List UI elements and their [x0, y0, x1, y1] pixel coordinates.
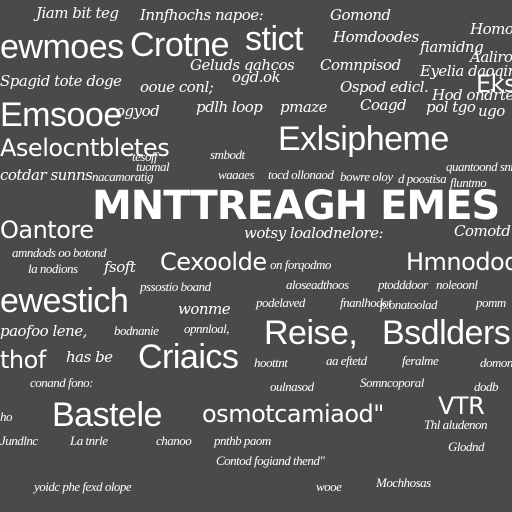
collage-word: Aaliroq [470, 48, 512, 66]
collage-word: Thl aludenon [424, 417, 487, 432]
collage-word: Bastele [52, 396, 162, 434]
collage-word: ptodddoor [378, 277, 428, 292]
collage-word: noleoonl [436, 277, 478, 292]
collage-word: osmotcamiaod" [202, 400, 384, 428]
collage-word: Homor [470, 20, 512, 38]
collage-word: on forqodmo [270, 257, 331, 272]
collage-word: ooue conl; [140, 78, 214, 96]
collage-word: Mochhosas [376, 475, 431, 490]
collage-word: Jundlnc [0, 433, 38, 448]
collage-word: ugo [478, 102, 505, 120]
collage-word: Oantore [0, 216, 94, 244]
collage-word: chanoo [156, 433, 192, 448]
collage-word: Ospod edicl. [340, 78, 429, 96]
collage-word: cotdar sunns [0, 166, 93, 184]
collage-word: has be [66, 348, 113, 366]
collage-word: Comnpisod [320, 56, 401, 74]
collage-word: opnnloal, [184, 321, 229, 336]
collage-word: ewestich [0, 282, 129, 320]
collage-word: bowre oloy [340, 169, 393, 184]
collage-headline: MNTTREAGH EMES [92, 183, 500, 229]
collage-word: La tnrle [70, 433, 108, 448]
collage-word: pmaze [280, 98, 328, 116]
collage-word: Ekss [476, 70, 512, 98]
collage-word: Glodnd [448, 439, 485, 454]
collage-word: oulnasod [270, 379, 314, 394]
collage-word: Criaics [138, 338, 239, 376]
collage-word: fiamidng [420, 38, 484, 56]
collage-word: stict [245, 20, 303, 58]
collage-word: Crotne [130, 26, 230, 64]
collage-word: paofoo lene, [0, 322, 87, 340]
collage-word: Geluds qahcos [190, 56, 295, 74]
collage-word: wonme [178, 300, 231, 318]
collage-word: amndods oo botond [12, 245, 107, 260]
collage-word: nacamoratig [92, 169, 153, 184]
collage-word: d poostisa [398, 171, 447, 186]
collage-word: ewmoes [0, 28, 124, 66]
collage-word: fsoft [104, 258, 136, 276]
collage-word: Hmnodod [406, 248, 512, 276]
collage-word: Jiam bit teg [36, 4, 119, 22]
collage-word: Comotd [454, 222, 511, 240]
collage-word: Reise, [264, 314, 358, 352]
collage-word: tuomal [136, 159, 170, 174]
collage-word: Innfhochs napoe: [140, 6, 264, 24]
collage-word: aa eftetd [326, 353, 367, 368]
collage-word: Exlsipheme [278, 120, 449, 158]
collage-word: fluntmo [450, 175, 487, 190]
collage-word: domonnsod, [480, 355, 512, 370]
collage-word: Emsooe [0, 96, 122, 134]
collage-word: Gomond [330, 6, 391, 24]
collage-word: p.onatoolad [380, 297, 437, 312]
collage-word: quantoond snnbe [446, 159, 512, 174]
collage-word: fnanlhodot [340, 295, 392, 310]
collage-word: hoottnt [254, 355, 288, 370]
collage-word: aloseadthoos [286, 277, 349, 292]
collage-word: Contod fogiand thend" [216, 453, 325, 468]
collage-word: waaaes [218, 167, 255, 182]
collage-word: ho [0, 409, 13, 424]
collage-word: Homdoodes [333, 28, 419, 46]
collage-word: ogyod [116, 102, 160, 120]
collage-word: pomm [476, 295, 506, 310]
collage-word: ogd.ok [232, 68, 281, 86]
collage-word: bodnanie [114, 323, 159, 338]
collage-word: yoidc phe fexd olope [34, 479, 132, 494]
collage-word: feralme [402, 353, 439, 368]
collage-word: Spagid tote doge [0, 72, 122, 90]
collage-word: wooe [316, 479, 342, 494]
collage-word: Somncoporal [360, 375, 424, 390]
collage-word: pnthb paom [214, 433, 271, 448]
collage-word: Hod ondrted [432, 86, 512, 104]
collage-word: pdlh loop [196, 98, 263, 116]
collage-word: Bsdlders [382, 314, 511, 352]
collage-word: Coagd [360, 96, 407, 114]
collage-word: pol tgo [426, 98, 476, 116]
collage-word: tocd ollonaod [268, 167, 334, 182]
collage-word: tesoff [132, 149, 158, 164]
collage-word: Cexoolde [160, 248, 267, 276]
collage-word: Aselocntbletes [0, 134, 170, 162]
collage-word: thof [0, 346, 46, 374]
collage-word: pssostio boand [140, 279, 211, 294]
collage-word: dodb [474, 379, 499, 394]
collage-word: Eyelia daoqinds [420, 62, 512, 80]
collage-word: VTR [438, 392, 485, 420]
collage-word: smbodt [210, 147, 245, 162]
collage-word: podelaved [256, 295, 305, 310]
collage-word: wotsy loalodnelore: [244, 224, 384, 242]
collage-word: la nodions [28, 261, 78, 276]
collage-word: conand fono: [30, 375, 93, 390]
